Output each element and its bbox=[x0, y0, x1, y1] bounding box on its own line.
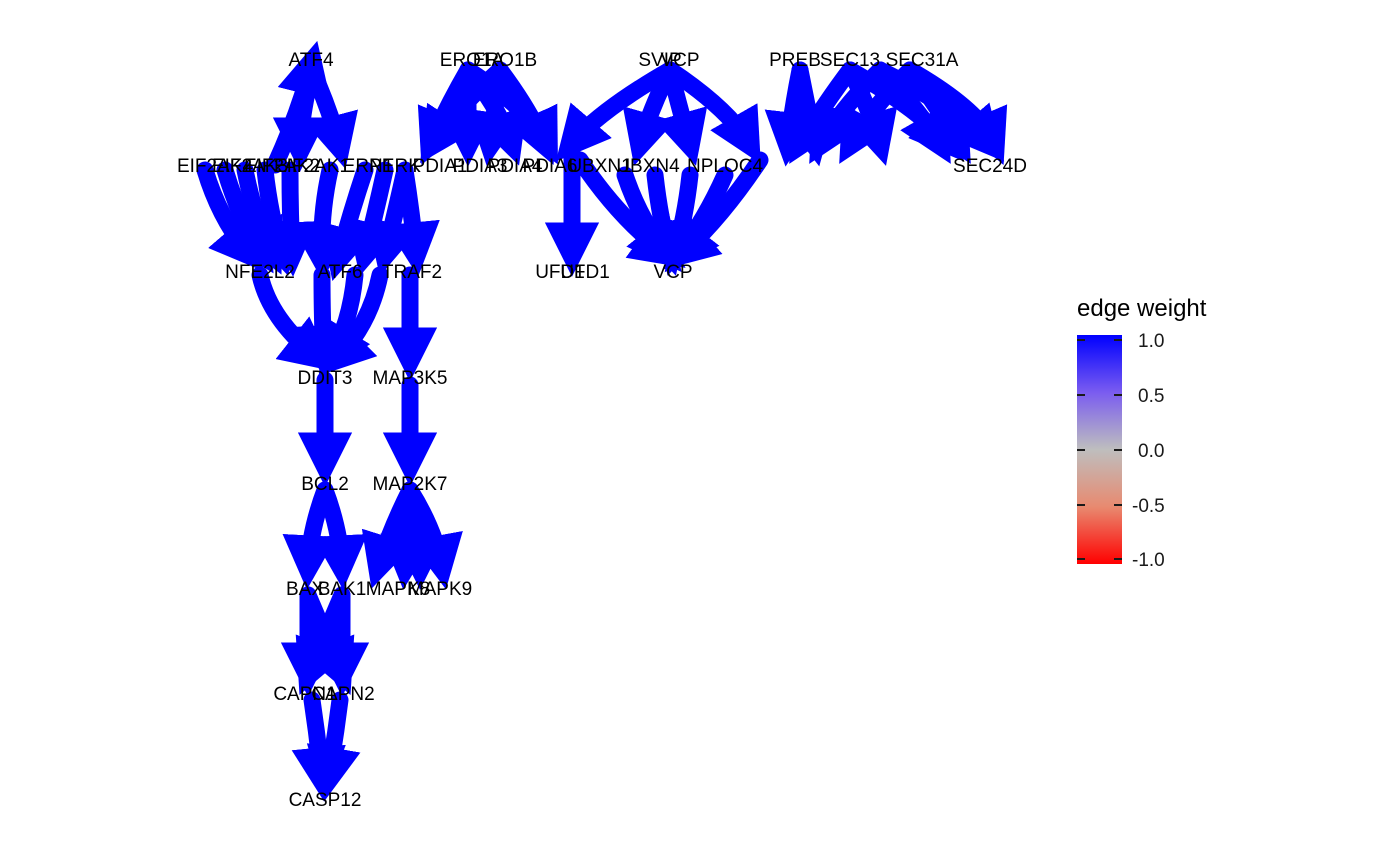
legend-tick-label: 0.5 bbox=[1138, 386, 1164, 407]
edge bbox=[491, 61, 558, 165]
node-label: ERN1 bbox=[343, 156, 394, 177]
legend-tick-label: -1.0 bbox=[1132, 550, 1165, 571]
node-label: PREB bbox=[769, 50, 821, 71]
edge bbox=[306, 691, 361, 802]
edge bbox=[303, 61, 358, 170]
node-label: BCL2 bbox=[301, 474, 349, 495]
legend: edge weight 1.0 0.5 0.0 -0.5 -1.0 bbox=[1077, 295, 1207, 571]
node-label: PDIA1 bbox=[413, 156, 468, 177]
node-label: SVIP bbox=[638, 50, 681, 71]
edge bbox=[293, 161, 348, 282]
node-label: SEC31A bbox=[886, 50, 959, 71]
legend-tick-label: -0.5 bbox=[1132, 496, 1165, 517]
node-label: ERO1B bbox=[473, 50, 537, 71]
node-label: PDIA4 bbox=[488, 156, 543, 177]
node-label: MAP2K7 bbox=[373, 474, 448, 495]
node-label: BAX bbox=[286, 579, 324, 600]
edges bbox=[196, 40, 1008, 802]
node-label: PDIA3 bbox=[453, 156, 508, 177]
node-label: ERO1A bbox=[440, 50, 505, 71]
edge bbox=[839, 61, 919, 164]
node-label: ATF6 bbox=[317, 262, 362, 283]
node-label: NFE2L2 bbox=[225, 262, 295, 283]
node-label: PDIA6 bbox=[523, 156, 578, 177]
node-label: UFD1 bbox=[535, 262, 585, 283]
node-label: UBXN1 bbox=[568, 156, 631, 177]
edge bbox=[295, 266, 350, 380]
edge bbox=[663, 151, 769, 270]
node-label: UBXN4 bbox=[616, 156, 680, 177]
node-label: EIF2AK3 bbox=[212, 156, 288, 177]
legend-tick-label: 1.0 bbox=[1138, 331, 1164, 352]
node-label: MAP3K5 bbox=[373, 368, 448, 389]
node-label: MAPK9 bbox=[408, 579, 472, 600]
node-label: NPLOC4 bbox=[687, 156, 763, 177]
node-label: ATF4 bbox=[288, 50, 333, 71]
node-label: VCP bbox=[653, 262, 692, 283]
node-label: TRAF2 bbox=[382, 262, 442, 283]
node-label: MAPK8 bbox=[366, 579, 430, 600]
node-label: SEC24D bbox=[953, 156, 1027, 177]
node-label: CAPN2 bbox=[311, 684, 374, 705]
node-label: DDIT3 bbox=[298, 368, 353, 389]
edge bbox=[385, 161, 440, 277]
edge bbox=[291, 691, 346, 802]
node-label: VCP bbox=[660, 50, 699, 71]
node-label: UFD1 bbox=[560, 262, 610, 283]
edge bbox=[555, 61, 679, 162]
edge bbox=[313, 481, 368, 590]
node-label: CASP12 bbox=[289, 790, 362, 811]
node-label: BAK1 bbox=[318, 579, 367, 600]
edge bbox=[319, 266, 389, 376]
edge bbox=[266, 40, 331, 174]
edge bbox=[251, 266, 336, 372]
legend-tick-label: 0.0 bbox=[1138, 441, 1164, 462]
node-label: EIF2AK4 bbox=[177, 156, 253, 177]
legend-title: edge weight bbox=[1077, 295, 1207, 322]
node-label: SEC13 bbox=[820, 50, 880, 71]
node-labels: ATF4 EIF2AK4 EIF2AK3 EIF2AK2 EIF2AK1 ERN… bbox=[177, 50, 1027, 811]
node-label: PERK bbox=[369, 156, 421, 177]
edge bbox=[901, 61, 1008, 165]
edge bbox=[661, 61, 761, 164]
edge bbox=[263, 161, 318, 277]
edge bbox=[320, 161, 374, 282]
node-label: EIF2AK2 bbox=[244, 156, 320, 177]
node-label: EIF2AK1 bbox=[274, 156, 350, 177]
edge bbox=[401, 481, 463, 590]
edge bbox=[295, 586, 351, 696]
node-label: CAPN1 bbox=[273, 684, 336, 705]
